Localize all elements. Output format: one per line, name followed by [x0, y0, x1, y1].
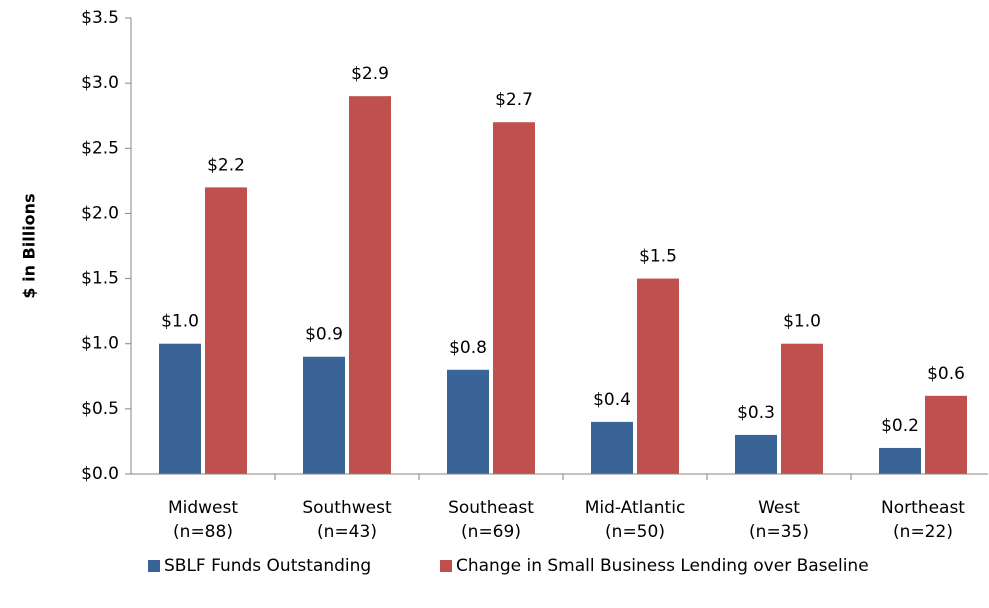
x-tick-label: Mid-Atlantic (n=50): [584, 498, 686, 542]
x-tick-label: Southeast (n=69): [448, 498, 534, 542]
data-label: $1.0: [161, 312, 199, 332]
data-label: $0.6: [927, 364, 965, 384]
bar: [159, 343, 201, 474]
data-label: $0.2: [881, 416, 919, 436]
x-tick-label: West (n=35): [749, 498, 809, 542]
y-tick-label: $3.0: [81, 73, 119, 93]
y-tick-label: $0.0: [81, 464, 119, 484]
bar: [493, 122, 535, 474]
data-label: $0.4: [593, 390, 631, 410]
y-tick-label: $1.0: [81, 334, 119, 354]
bar: [591, 421, 633, 474]
legend-swatch: [148, 560, 160, 572]
bar: [637, 278, 679, 474]
data-label: $0.8: [449, 338, 487, 358]
legend-label: SBLF Funds Outstanding: [164, 556, 371, 576]
data-label: $0.9: [305, 325, 343, 345]
bar: [205, 187, 247, 474]
data-label: $2.7: [495, 90, 533, 110]
legend-label: Change in Small Business Lending over Ba…: [456, 556, 869, 576]
y-tick-label: $2.5: [81, 138, 119, 158]
y-axis-label: $ in Billions: [20, 193, 39, 298]
bar: [925, 395, 967, 474]
y-tick-label: $3.5: [81, 8, 119, 28]
data-label: $1.5: [639, 247, 677, 267]
x-tick-label: Northeast (n=22): [881, 498, 965, 542]
bar: [781, 343, 823, 474]
bar: [879, 447, 921, 474]
data-label: $2.2: [207, 155, 245, 175]
data-label: $2.9: [351, 64, 389, 84]
bar: [735, 434, 777, 474]
bar: [303, 356, 345, 474]
data-label: $0.3: [737, 403, 775, 423]
y-tick-label: $2.0: [81, 203, 119, 223]
x-tick-label: Midwest (n=88): [167, 498, 239, 542]
legend-swatch: [440, 560, 452, 572]
x-tick-label: Southwest (n=43): [302, 498, 392, 542]
y-tick-label: $0.5: [81, 399, 119, 419]
bar: [447, 369, 489, 474]
data-label: $1.0: [783, 312, 821, 332]
y-tick-label: $1.5: [81, 269, 119, 289]
bar: [349, 96, 391, 475]
